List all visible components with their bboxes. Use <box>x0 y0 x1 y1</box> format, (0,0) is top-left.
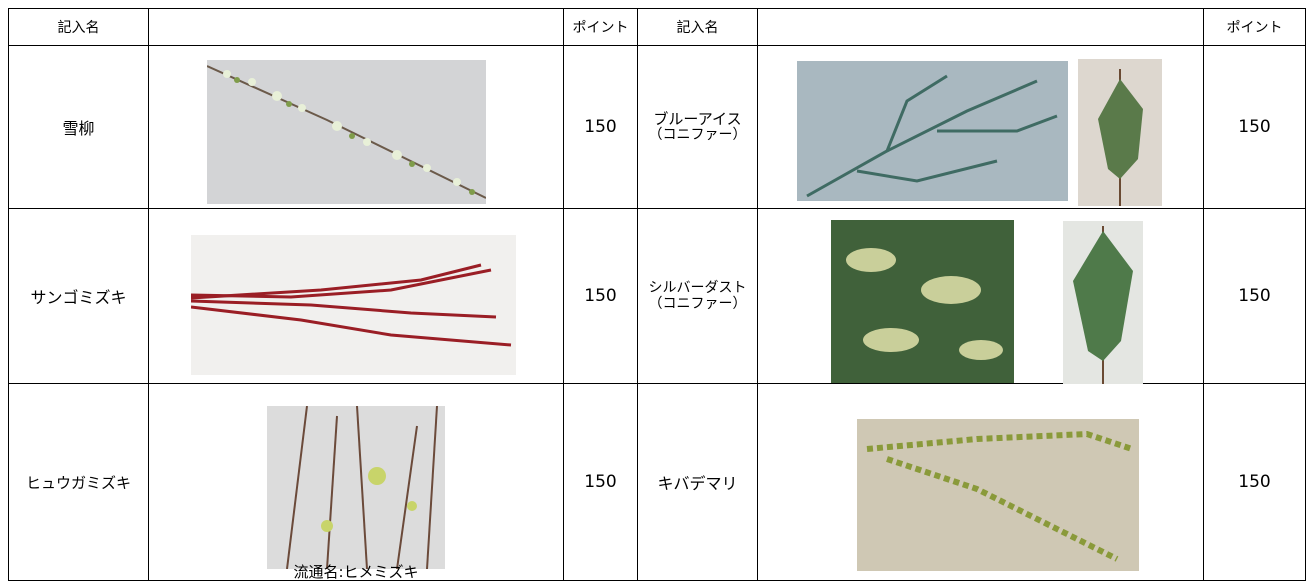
image-cell: 流通名:ヒメミズキ <box>148 383 564 581</box>
name-cell: サンゴミズキ <box>8 208 149 384</box>
points-cell: 150 <box>1203 208 1306 384</box>
photo <box>797 61 1068 201</box>
header-cell <box>757 8 1204 46</box>
name-cell: シルバーダスト （コニファー） <box>637 208 758 384</box>
header-cell <box>148 8 564 46</box>
photo <box>1078 59 1162 206</box>
points-cell: 150 <box>563 45 638 209</box>
row: ヒュウガミズキ 流通名:ヒメミズキ 150 キバデマリ 150 <box>8 383 1306 581</box>
caption: 流通名:ヒメミズキ <box>293 563 419 581</box>
points-cell: 150 <box>563 383 638 581</box>
header-cell: 記入名 <box>8 8 149 46</box>
photo <box>267 406 445 569</box>
name-line: （コニファー） <box>648 127 747 143</box>
points-cell: 150 <box>563 208 638 384</box>
header-cell: ポイント <box>1203 8 1306 46</box>
name-line: （コニファー） <box>648 296 747 312</box>
name-cell: ヒュウガミズキ <box>8 383 149 581</box>
points-cell: 150 <box>1203 45 1306 209</box>
name-cell: キバデマリ <box>637 383 758 581</box>
photo <box>857 419 1139 571</box>
name-line: ブルーアイス <box>653 110 742 128</box>
row: 雪柳 150 ブルーアイス （コニファー） 150 <box>8 45 1306 209</box>
image-cell <box>148 45 564 209</box>
price-table: 記入名 ポイント 記入名 ポイント 雪柳 150 ブルーアイス （コニファー） 1… <box>8 8 1306 581</box>
image-cell <box>148 208 564 384</box>
photo <box>1063 221 1143 384</box>
image-cell <box>757 45 1204 209</box>
row: サンゴミズキ 150 シルバーダスト （コニファー） 150 <box>8 208 1306 384</box>
image-cell <box>757 383 1204 581</box>
photo <box>191 235 516 375</box>
header-cell: 記入名 <box>637 8 758 46</box>
image-cell <box>757 208 1204 384</box>
name-cell: 雪柳 <box>8 45 149 209</box>
name-line: シルバーダスト <box>648 280 747 296</box>
name-cell: ブルーアイス （コニファー） <box>637 45 758 209</box>
photo <box>831 220 1014 383</box>
name-line: キバデマリ <box>657 474 738 493</box>
points-cell: 150 <box>1203 383 1306 581</box>
header-row: 記入名 ポイント 記入名 ポイント <box>8 8 1306 46</box>
photo <box>207 60 486 204</box>
header-cell: ポイント <box>563 8 638 46</box>
